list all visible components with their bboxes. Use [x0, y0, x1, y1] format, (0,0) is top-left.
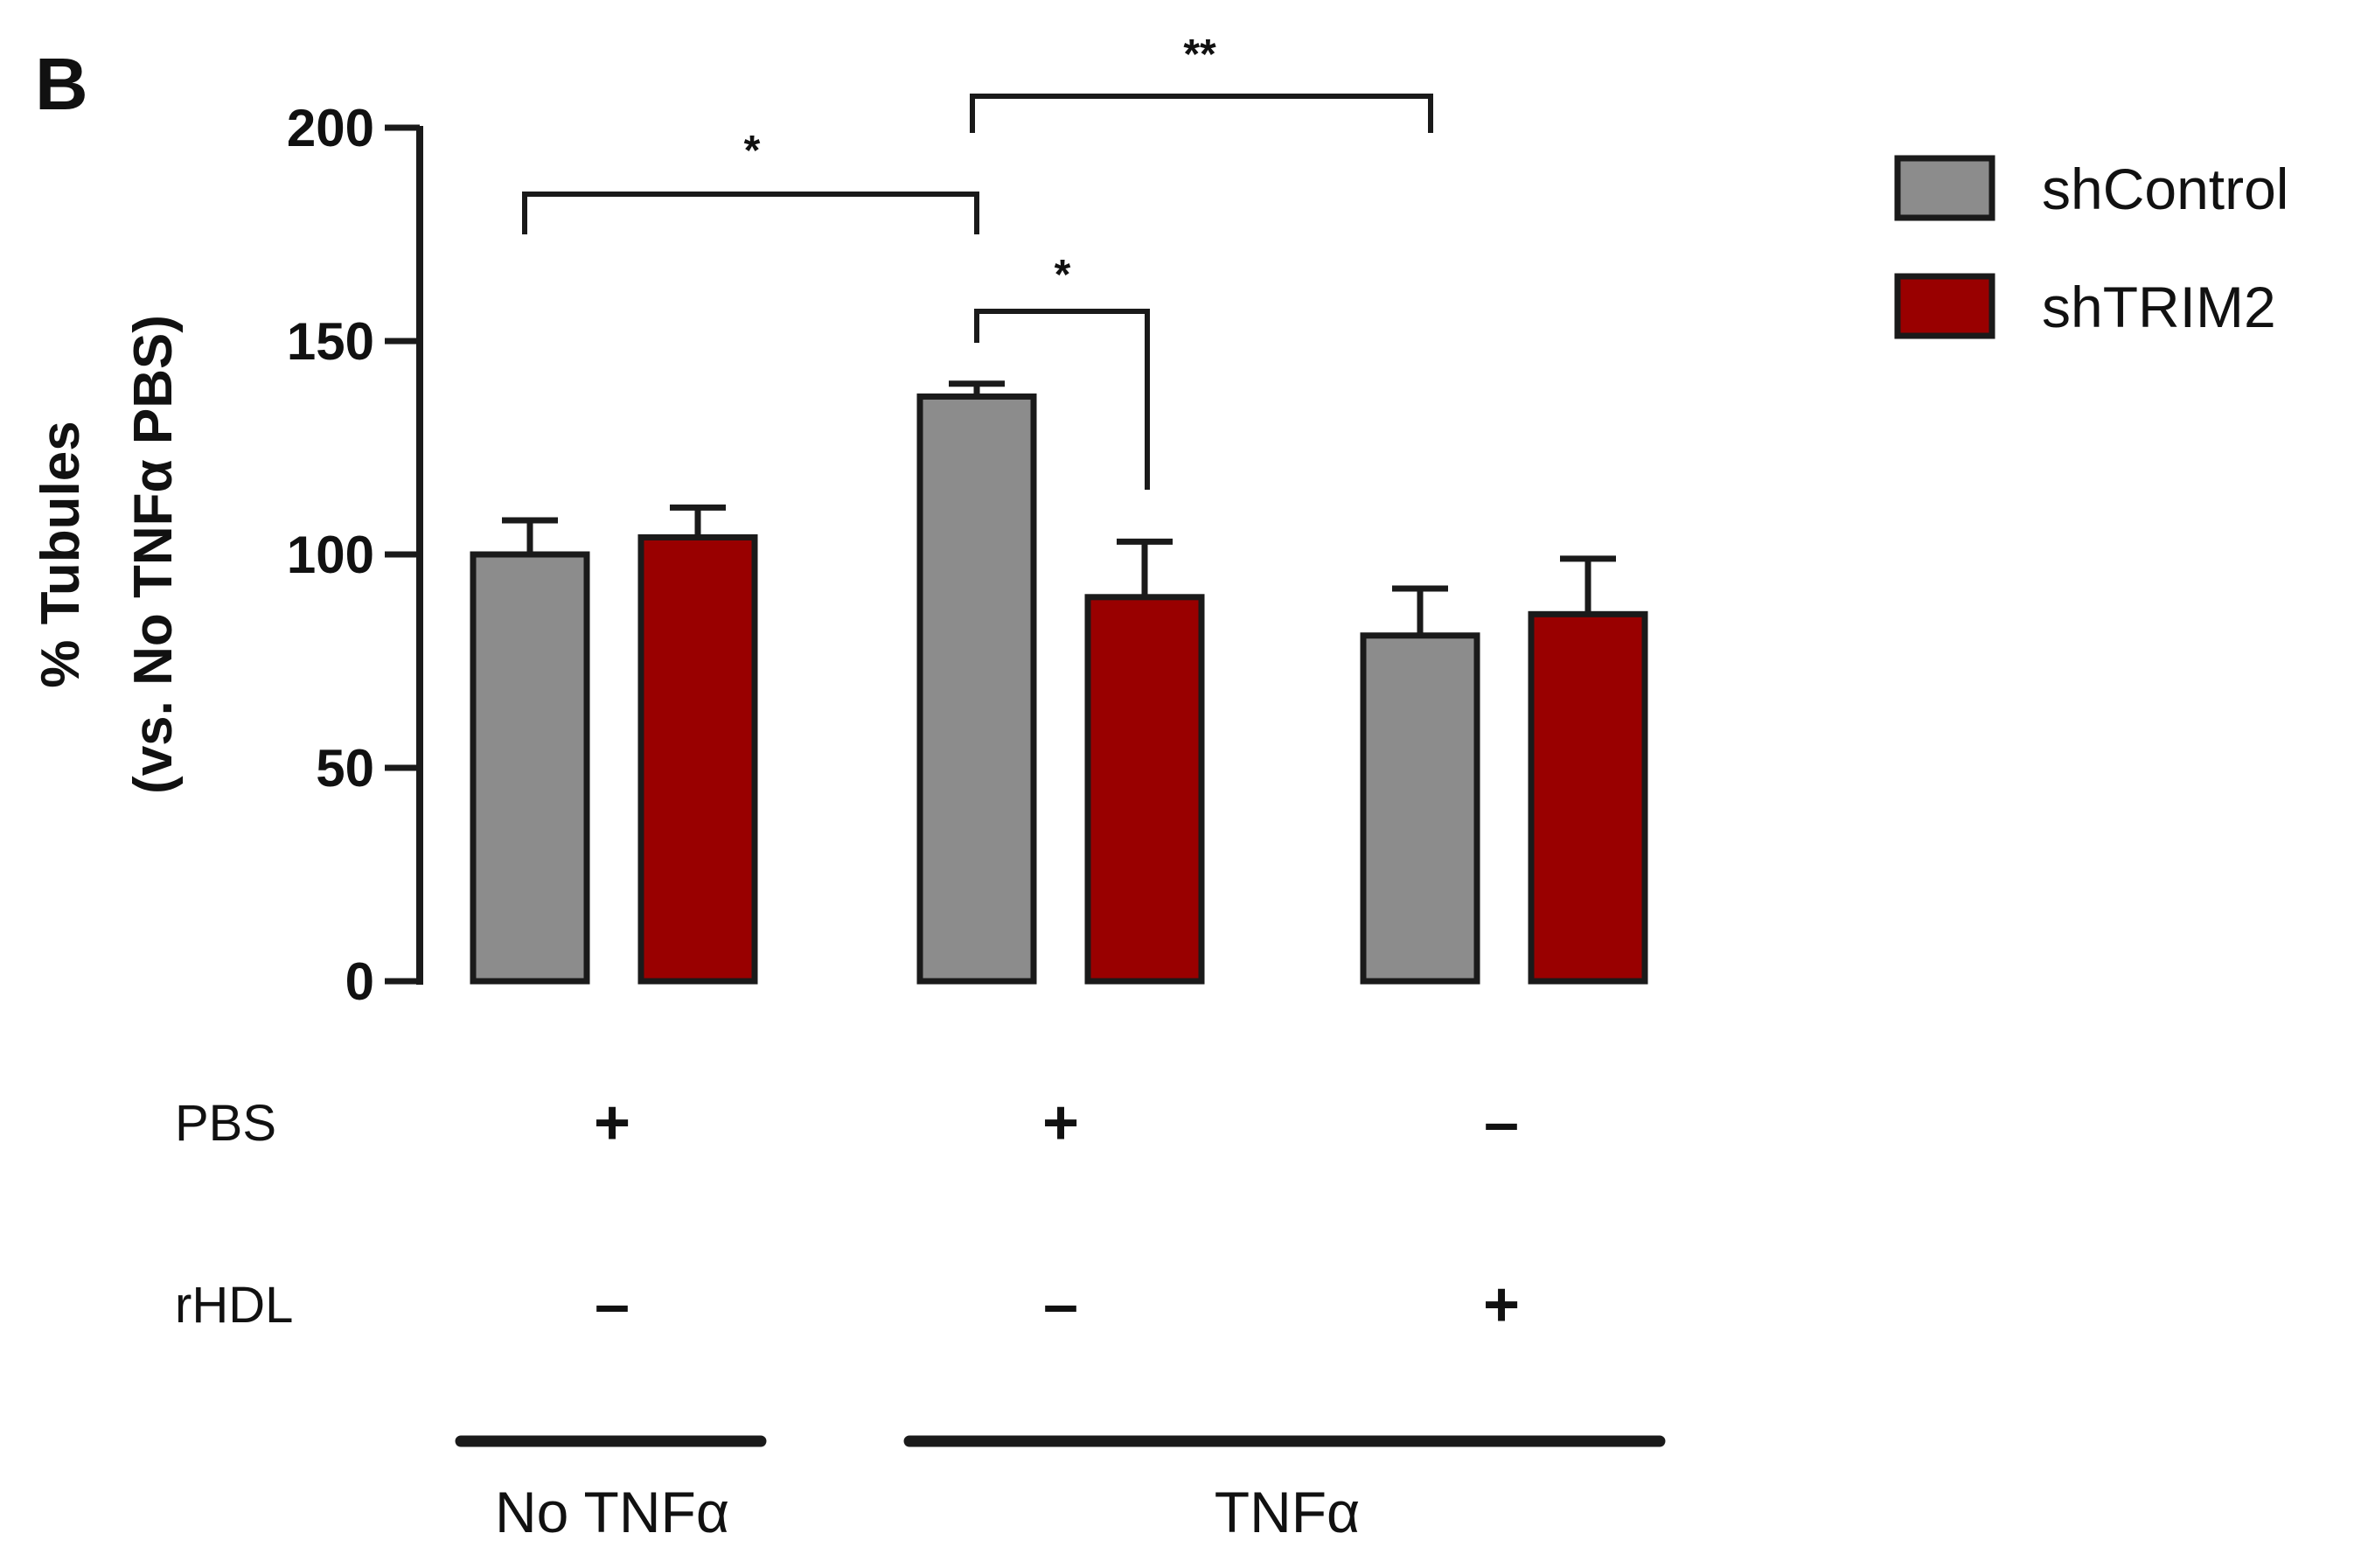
y-tick-label: 150 [287, 312, 374, 371]
legend-swatch [1894, 155, 1995, 221]
y-tick-label: 200 [287, 99, 374, 157]
condition-symbol: – [595, 1270, 630, 1340]
bar [1084, 594, 1205, 985]
legend-swatch [1894, 273, 1995, 339]
legend-label: shTRIM2 [2042, 275, 2276, 339]
condition-label: PBS [175, 1095, 276, 1152]
bar [1528, 610, 1648, 985]
y-axis-title-line2: (vs. No TNFα PBS) [123, 315, 184, 794]
condition-symbol: – [1484, 1088, 1519, 1158]
significance-label: * [1055, 252, 1071, 298]
y-tick-label: 100 [287, 526, 374, 584]
condition-symbol: – [1043, 1270, 1078, 1340]
legend-label: shControl [2042, 157, 2288, 221]
significance-bracket [970, 94, 1433, 133]
bar [637, 533, 758, 985]
bar [470, 551, 590, 985]
y-tick-label: 50 [316, 739, 374, 798]
group-label: TNFα [1215, 1480, 1360, 1544]
condition-label: rHDL [175, 1277, 293, 1334]
significance-bracket [522, 192, 979, 234]
y-axis-title-line1: % Tubules [31, 421, 91, 687]
condition-symbol: + [594, 1088, 630, 1158]
bar [1360, 632, 1480, 985]
condition-symbol: + [1483, 1270, 1520, 1340]
significance-bracket [974, 309, 1150, 490]
panel-label: B [35, 43, 88, 125]
group-label: No TNFα [495, 1480, 729, 1544]
condition-symbol: + [1042, 1088, 1079, 1158]
bar [916, 393, 1037, 985]
significance-label: * [744, 128, 761, 174]
y-tick-label: 0 [345, 952, 374, 1011]
significance-label: ** [1183, 31, 1216, 78]
